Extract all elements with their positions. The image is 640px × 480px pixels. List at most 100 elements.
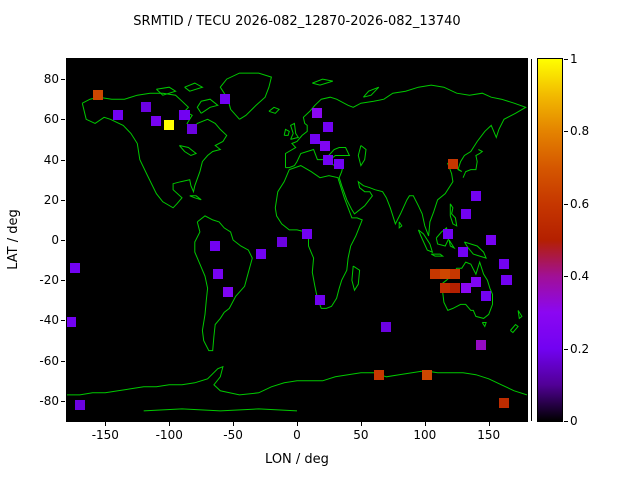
heatmap-cell xyxy=(222,287,234,298)
tick-mark xyxy=(564,276,568,277)
coastline-path xyxy=(417,229,434,253)
coastline-path xyxy=(510,323,519,334)
heatmap-cell xyxy=(498,259,510,270)
coastline-path xyxy=(274,165,363,309)
y-tick-label: 60 xyxy=(43,112,59,127)
heatmap-cell xyxy=(187,124,198,135)
heatmap-cell xyxy=(334,158,345,169)
colorbar-tick-label: 1 xyxy=(570,52,578,66)
heatmap-cell xyxy=(141,102,152,113)
heatmap-cell xyxy=(450,269,461,280)
coastline-path xyxy=(398,221,403,229)
chart-title: SRMTID / TECU 2026-082_12870-2026-082_13… xyxy=(133,14,461,29)
tick-mark xyxy=(61,240,65,241)
x-tick-label: 150 xyxy=(477,428,501,442)
tick-mark xyxy=(61,280,65,281)
heatmap-cell xyxy=(164,120,175,131)
heatmap-cell xyxy=(309,134,320,145)
heatmap-cell xyxy=(74,399,85,410)
heatmap-cell xyxy=(113,110,124,121)
y-tick-label: 0 xyxy=(51,233,59,247)
heatmap-cell xyxy=(429,269,441,280)
heatmap-cell xyxy=(381,321,392,332)
coastline-path xyxy=(312,78,333,86)
tick-mark xyxy=(564,421,568,422)
heatmap-cell xyxy=(498,397,510,408)
heatmap-cell xyxy=(373,369,384,380)
coastline-path xyxy=(463,241,487,259)
x-tick-label: -100 xyxy=(155,428,183,442)
y-tick-label: -40 xyxy=(39,313,59,328)
tick-mark xyxy=(297,422,298,426)
y-tick-label: -80 xyxy=(39,393,59,408)
colorbar-tick-label: 0.6 xyxy=(570,196,590,211)
tick-mark xyxy=(169,422,170,426)
tick-mark xyxy=(61,320,65,321)
heatmap-cell xyxy=(312,108,323,119)
y-tick-label: 40 xyxy=(43,152,59,167)
heatmap-cell xyxy=(458,247,469,258)
tick-mark xyxy=(361,422,362,426)
coastline-path xyxy=(448,239,456,250)
tick-mark xyxy=(564,349,568,350)
coastline-path xyxy=(363,86,380,98)
heatmap-cell xyxy=(320,140,331,151)
y-tick-label: -20 xyxy=(39,273,59,288)
tick-mark xyxy=(489,422,490,426)
x-tick-label: 100 xyxy=(413,428,437,442)
tick-mark xyxy=(61,200,65,201)
heatmap-cell xyxy=(151,116,162,127)
world-map-outline xyxy=(67,72,527,412)
heatmap-cell xyxy=(470,190,481,201)
coastline-path xyxy=(289,122,300,140)
heatmap-cell xyxy=(447,158,458,169)
heatmap-cell xyxy=(470,277,481,288)
coastline-path xyxy=(179,145,198,157)
coastline-path xyxy=(184,82,204,92)
heatmap-cell xyxy=(210,241,221,252)
heatmap-cell xyxy=(314,295,326,306)
y-axis-label-wrap: LAT / deg xyxy=(0,58,26,420)
coastline-path xyxy=(357,145,367,167)
tick-mark xyxy=(105,422,106,426)
coastline-path xyxy=(189,195,202,201)
coastline-path xyxy=(481,322,487,328)
y-tick-label: 20 xyxy=(43,192,59,207)
colorbar-separator-line xyxy=(531,59,532,421)
tick-mark xyxy=(564,131,568,132)
plot-area xyxy=(66,58,528,422)
colorbar-tick-label: 0.2 xyxy=(570,341,590,356)
coastline-path xyxy=(67,365,527,396)
heatmap-cell xyxy=(450,283,461,294)
y-tick-label: -60 xyxy=(39,353,59,368)
x-axis-label: LON / deg xyxy=(265,452,329,467)
y-axis-label: LAT / deg xyxy=(5,208,21,270)
heatmap-cell xyxy=(179,110,190,121)
heatmap-cell xyxy=(422,369,433,380)
tick-mark xyxy=(564,204,568,205)
coastline-path xyxy=(283,128,290,136)
heatmap-cell xyxy=(322,154,333,165)
heatmap-cell xyxy=(442,228,453,239)
heatmap-cell xyxy=(440,269,451,280)
coastline-path xyxy=(143,408,298,412)
heatmap-cell xyxy=(486,235,497,246)
coastline-path xyxy=(194,215,253,352)
coastline-path xyxy=(462,149,484,178)
coastline-path xyxy=(351,265,361,292)
coastline-path xyxy=(81,92,228,209)
x-tick-label: 50 xyxy=(353,428,369,442)
heatmap-cell xyxy=(460,283,471,294)
heatmap-cell xyxy=(276,237,287,248)
colorbar xyxy=(537,58,563,422)
heatmap-cell xyxy=(460,208,471,219)
tick-mark xyxy=(61,79,65,80)
coastline-path xyxy=(196,98,219,114)
y-tick-label: 80 xyxy=(43,72,59,87)
coastline-path xyxy=(440,260,493,319)
tick-mark xyxy=(61,160,65,161)
heatmap-cell xyxy=(256,249,267,260)
heatmap-cell xyxy=(212,269,223,280)
tick-mark xyxy=(233,422,234,426)
